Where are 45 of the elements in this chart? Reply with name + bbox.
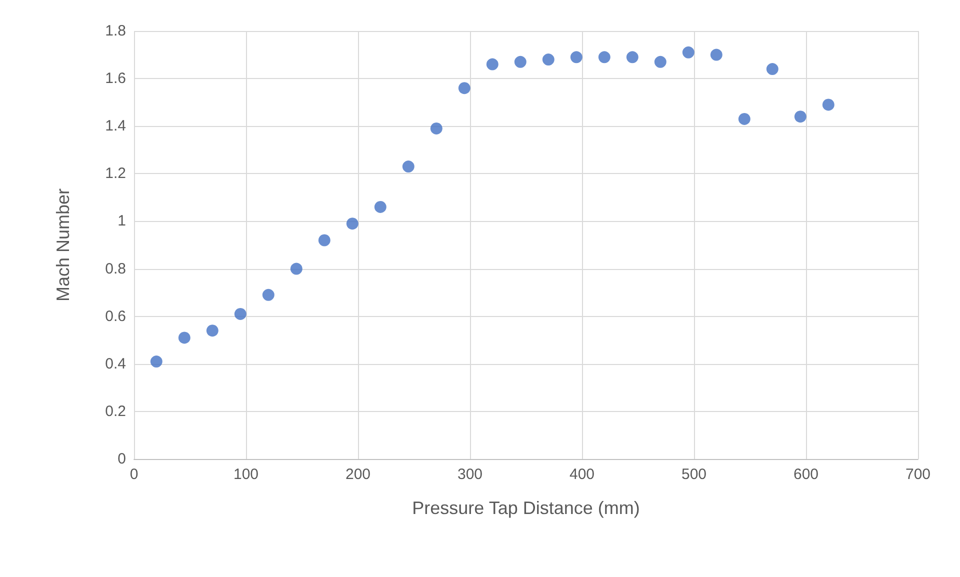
y-axis-title: Mach Number [53,188,73,302]
x-tick-label: 300 [457,466,483,483]
point [794,110,806,123]
x-tick-label: 100 [233,466,259,483]
x-tick-label: 200 [345,466,371,483]
y-tick-label: 0 [118,450,126,468]
point [458,82,470,94]
point [262,288,274,301]
point [570,51,582,64]
y-tick-label: 1.6 [105,70,126,88]
point [682,46,694,58]
point [150,356,162,368]
point [374,200,386,213]
y-tick-label: 0.6 [105,308,126,325]
x-tick-label: 600 [793,466,819,483]
point [654,56,666,68]
point [234,308,246,320]
point [318,234,330,246]
x-tick-label: 400 [569,466,595,483]
point [486,58,498,70]
x-axis-title: Pressure Tap Distance (mm) [412,498,640,518]
y-tick-label: 0.8 [105,260,126,278]
y-tick-label: 1.4 [105,118,126,135]
point [766,63,778,76]
x-tick-label: 700 [905,466,931,483]
point [514,56,526,68]
point [598,51,610,64]
point [822,98,834,111]
point [290,262,302,275]
point [626,51,638,64]
point [206,324,218,337]
x-tick-label: 0 [130,466,138,483]
y-tick-label: 1 [118,212,126,230]
point [346,218,358,230]
point [178,332,190,344]
point [542,54,554,66]
point [430,122,442,134]
y-tick-label: 1.2 [105,165,126,182]
x-tick-label: 500 [681,466,707,483]
y-tick-label: 0.2 [105,402,126,420]
y-tick-label: 0.4 [105,355,126,372]
point [738,112,750,125]
y-tick-label: 1.8 [105,22,126,40]
point [710,48,722,61]
point [402,160,414,173]
